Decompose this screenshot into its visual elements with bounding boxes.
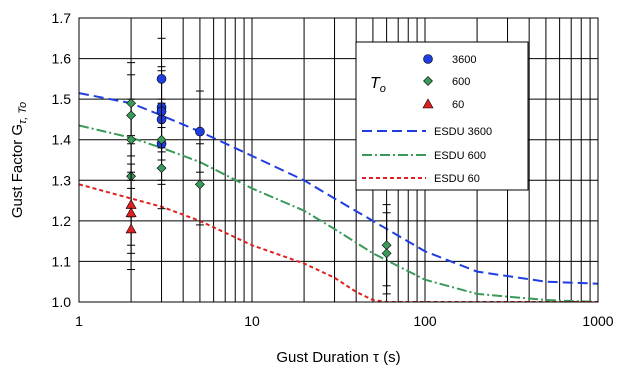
data-point-600: [126, 134, 137, 145]
legend: To 3600 600 60 ESDU 3600 ESDU 600 ESDU 60: [355, 41, 529, 191]
data-point-600: [381, 248, 392, 259]
legend-label: 3600: [452, 54, 476, 66]
x-tick-label: 10: [244, 313, 260, 329]
y-tick-label: 1.2: [52, 213, 72, 229]
curve-esdu-3600: [79, 92, 598, 285]
data-point-3600: [195, 126, 205, 137]
data-point-60: [125, 223, 137, 234]
legend-title-subscript: o: [380, 83, 386, 95]
y-tick-label: 1.0: [52, 294, 72, 310]
legend-items: 3600 600 60 ESDU 3600 ESDU 600 ESDU 60: [362, 54, 492, 185]
y-tick-label: 1.7: [52, 10, 72, 26]
curve-esdu-600: [79, 124, 598, 302]
data-point-60: [125, 207, 137, 218]
data-point-600: [156, 163, 167, 174]
legend-label: ESDU 3600: [434, 126, 492, 138]
legend-marker-3600: [423, 54, 433, 64]
plot-frame: [78, 17, 599, 303]
legend-symbol-title: To: [370, 75, 386, 95]
esdu-curves: [79, 92, 598, 302]
data-point-600: [126, 110, 137, 121]
data-point-600: [194, 179, 205, 190]
data-points: [125, 37, 392, 295]
x-tick-labels: 1 10 100 1000: [75, 313, 614, 329]
x-tick-label: 100: [413, 313, 437, 329]
y-tick-label: 1.3: [52, 172, 72, 188]
legend-label: ESDU 60: [434, 173, 480, 185]
x-tick-label: 1000: [582, 313, 613, 329]
x-axis-title: Gust Duration τ (s): [276, 349, 400, 366]
legend-marker-60: [422, 98, 434, 109]
legend-label: 600: [452, 76, 470, 88]
data-point-3600: [156, 74, 167, 84]
legend-label: 60: [452, 99, 464, 111]
data-point-600: [381, 240, 392, 251]
y-axis-title-subscript: τ, To: [17, 102, 29, 124]
data-point-600: [156, 134, 167, 145]
y-tick-labels: 1.0 1.1 1.2 1.3 1.4 1.5 1.6 1.7: [52, 10, 72, 310]
y-tick-label: 1.1: [52, 253, 72, 269]
legend-label: ESDU 600: [434, 150, 486, 162]
y-tick-label: 1.6: [52, 51, 72, 67]
y-axis-title-main: Gust Factor G: [9, 124, 26, 218]
y-axis-title: Gust Factor Gτ, To: [9, 102, 29, 218]
legend-marker-600: [423, 76, 433, 86]
data-point-600: [126, 98, 137, 109]
legend-box: [355, 41, 529, 191]
x-tick-label: 1: [75, 313, 83, 329]
y-tick-label: 1.4: [52, 132, 72, 148]
legend-title-main: T: [370, 75, 381, 92]
y-tick-label: 1.5: [52, 91, 72, 107]
curve-esdu-60: [79, 183, 598, 302]
